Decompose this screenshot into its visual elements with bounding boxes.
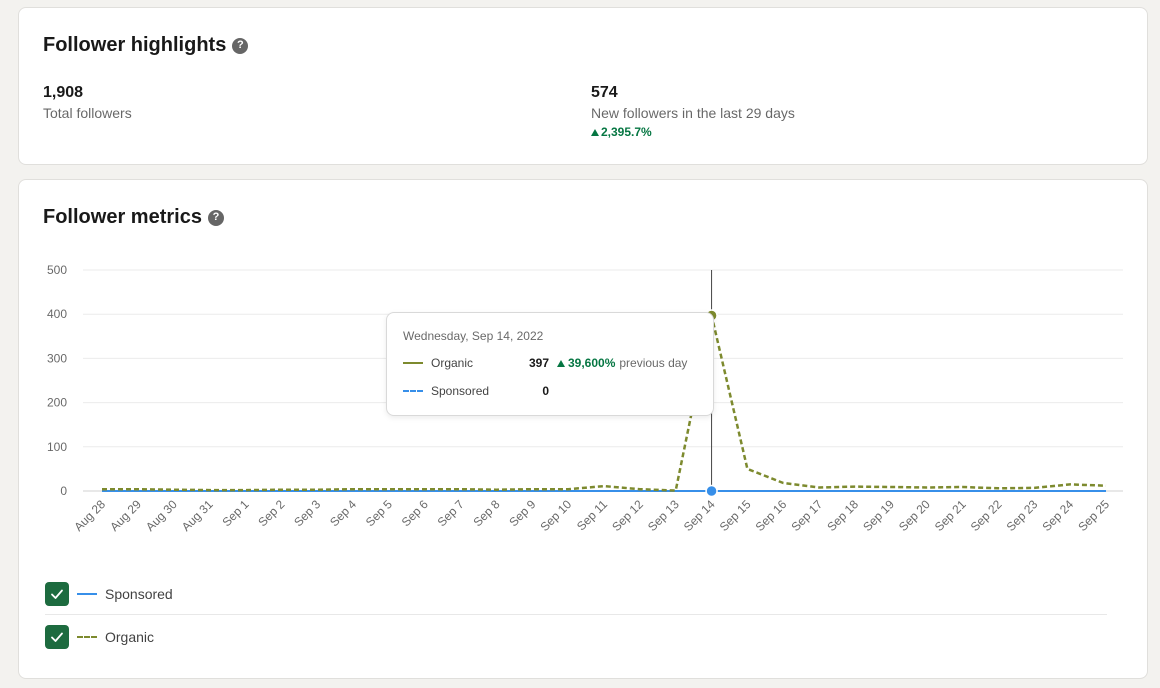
x-tick-label: Sep 4 xyxy=(327,497,359,529)
y-tick-label: 200 xyxy=(47,396,67,410)
new-followers-change-text: 2,395.7% xyxy=(601,125,652,139)
tooltip-organic-change: 39,600% xyxy=(557,356,615,370)
tooltip-organic-label: Organic xyxy=(431,356,474,370)
total-followers-label: Total followers xyxy=(43,105,132,121)
legend-item-organic[interactable]: Organic xyxy=(45,616,1107,658)
x-tick-label: Sep 15 xyxy=(717,497,754,534)
y-tick-label: 100 xyxy=(47,440,67,454)
tooltip-organic-change-text: 39,600% xyxy=(568,356,616,370)
x-tick-label: Sep 10 xyxy=(537,497,574,534)
total-followers-metric: 1,908 Total followers xyxy=(43,84,132,121)
follower-metrics-chart[interactable]: 0 100 200 300 400 500 Aug 28 Aug 29 Aug 30 Aug 31… xyxy=(19,180,1149,560)
metrics-title: Follower metrics ? xyxy=(43,206,224,229)
x-tick-label: Sep 7 xyxy=(435,497,467,529)
checkbox-checked[interactable] xyxy=(45,625,69,649)
x-tick-label: Sep 9 xyxy=(506,497,538,529)
highlight-point-sponsored xyxy=(705,484,718,498)
metrics-title-text: Follower metrics xyxy=(43,206,202,228)
y-tick-label: 300 xyxy=(47,351,67,365)
highlights-title: Follower highlights ? xyxy=(43,34,249,57)
tooltip-organic-change-suffix: previous day xyxy=(619,356,688,370)
tooltip-sponsored-value: 0 xyxy=(542,384,549,398)
x-tick-label: Sep 24 xyxy=(1039,497,1076,534)
organic-line-icon xyxy=(77,636,97,638)
x-tick-label: Sep 11 xyxy=(574,497,610,533)
x-tick-label: Sep 3 xyxy=(291,497,323,529)
tooltip-sponsored-row: Sponsored 0 xyxy=(403,383,557,399)
x-tick-label: Sep 25 xyxy=(1075,497,1112,534)
x-tick-label: Sep 20 xyxy=(896,497,933,534)
tooltip-sponsored-label: Sponsored xyxy=(431,384,490,398)
follower-highlights-card: Follower highlights ? 1,908 Total follow… xyxy=(18,7,1148,165)
x-tick-label: Sep 8 xyxy=(470,497,502,529)
tooltip-organic-row: Organic 397 39,600% previous day xyxy=(403,355,687,371)
x-tick-label: Sep 19 xyxy=(860,497,897,534)
x-tick-label: Aug 29 xyxy=(107,497,144,534)
new-followers-value: 574 xyxy=(591,84,618,101)
y-tick-label: 0 xyxy=(60,484,67,498)
x-tick-label: Sep 16 xyxy=(753,497,790,534)
organic-swatch xyxy=(403,362,423,364)
triangle-up-icon xyxy=(591,128,599,136)
series-line-organic xyxy=(102,314,1107,492)
x-tick-label: Sep 23 xyxy=(1004,497,1041,534)
x-tick-label: Aug 28 xyxy=(71,497,108,534)
x-tick-label: Sep 2 xyxy=(255,497,287,529)
x-tick-label: Aug 30 xyxy=(143,497,180,534)
x-tick-label: Sep 6 xyxy=(399,497,431,529)
chart-tooltip: Wednesday, Sep 14, 2022 Organic 397 39,6… xyxy=(386,312,714,416)
x-tick-label: Sep 12 xyxy=(609,497,646,534)
checkmark-icon xyxy=(51,632,63,642)
x-tick-label: Sep 13 xyxy=(645,497,682,534)
highlights-title-text: Follower highlights xyxy=(43,34,227,56)
x-tick-label: Sep 17 xyxy=(788,497,825,534)
legend-label-sponsored: Sponsored xyxy=(105,585,173,602)
question-circle-icon[interactable]: ? xyxy=(232,37,249,54)
new-followers-metric: 574 New followers in the last 29 days 2,… xyxy=(591,84,795,139)
x-tick-label: Aug 31 xyxy=(179,497,216,534)
tooltip-date: Wednesday, Sep 14, 2022 xyxy=(403,329,544,343)
question-circle-icon[interactable]: ? xyxy=(207,209,224,226)
legend-label-organic: Organic xyxy=(105,629,155,645)
new-followers-label: New followers in the last 29 days xyxy=(591,105,795,121)
new-followers-change: 2,395.7% xyxy=(591,125,795,139)
x-tick-label: Sep 21 xyxy=(932,497,969,534)
x-tick-label: Sep 14 xyxy=(681,497,718,534)
tooltip-organic-value: 397 xyxy=(528,356,549,370)
x-tick-label: Sep 1 xyxy=(219,497,251,529)
triangle-up-icon xyxy=(557,359,565,367)
legend-item-sponsored[interactable]: Sponsored xyxy=(45,573,1107,615)
follower-metrics-card: Follower metrics ? 0 100 200 300 400 500 Aug 2… xyxy=(18,179,1148,679)
sponsored-line-icon xyxy=(77,592,97,595)
y-tick-label: 400 xyxy=(47,307,67,321)
x-tick-label: Sep 22 xyxy=(968,497,1005,534)
x-tick-label: Sep 5 xyxy=(363,497,395,529)
total-followers-value: 1,908 xyxy=(43,84,84,101)
x-tick-label: Sep 18 xyxy=(824,497,861,534)
checkmark-icon xyxy=(51,589,63,599)
checkbox-checked[interactable] xyxy=(45,581,69,606)
y-tick-label: 500 xyxy=(47,263,67,277)
sponsored-swatch xyxy=(403,390,423,392)
